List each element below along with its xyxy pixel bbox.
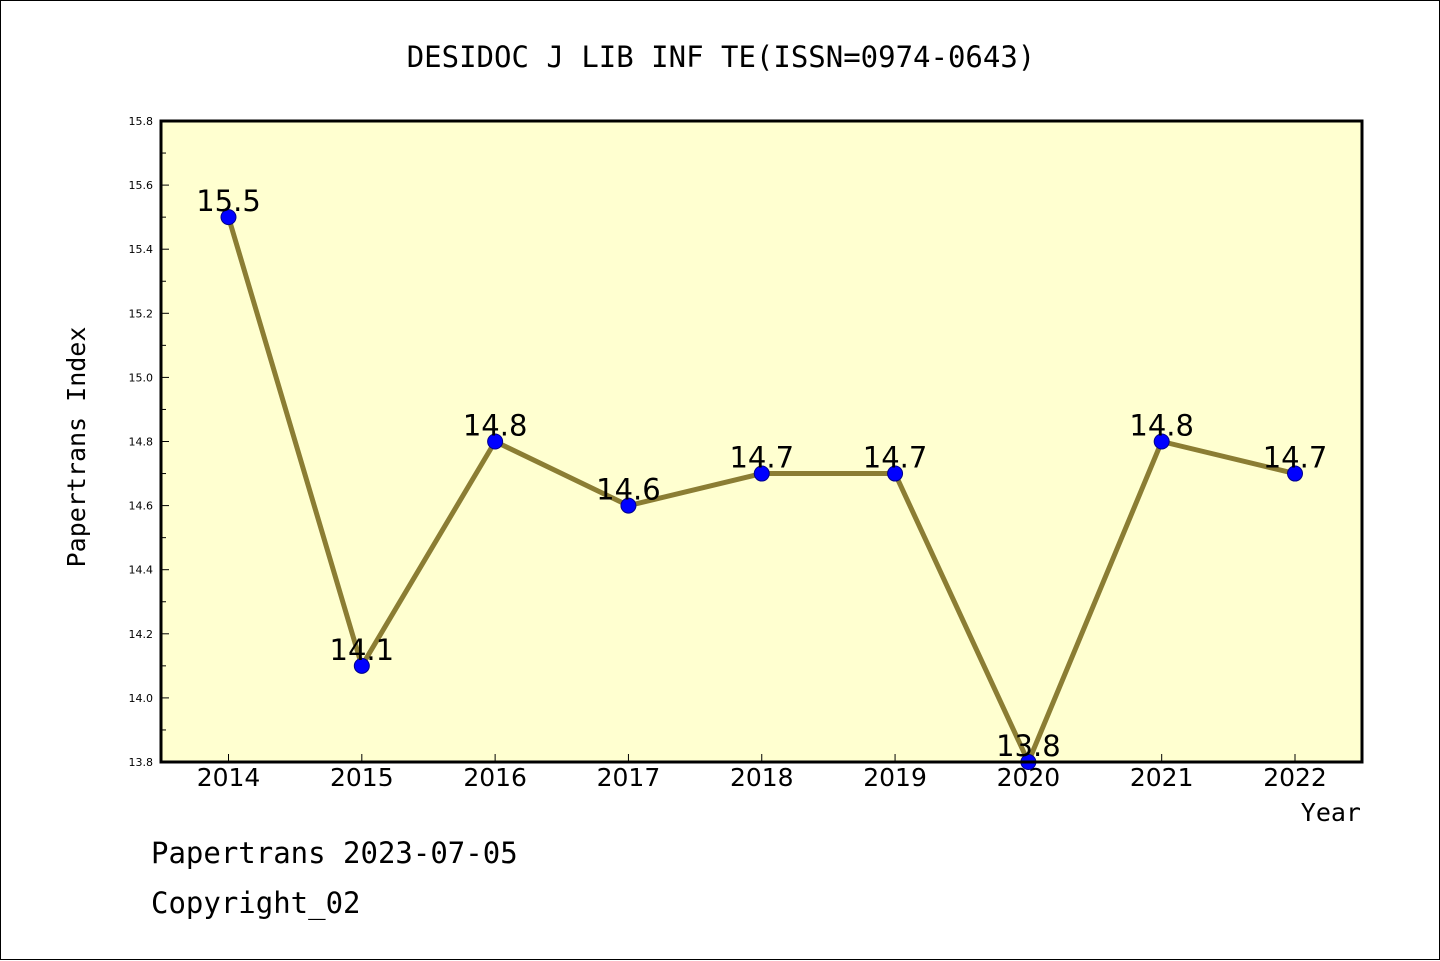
data-label: 14.1 [330,633,395,667]
y-tick-label: 14.4 [129,564,154,577]
x-tick-label: 2019 [863,763,927,792]
data-label: 14.7 [729,441,794,475]
y-tick-label: 13.8 [129,756,154,769]
series-line-segment [1025,439,1165,765]
data-point [220,209,237,226]
data-label: 14.6 [596,473,661,507]
data-label: 14.7 [1263,441,1328,475]
y-tick-label: 15.6 [129,179,154,192]
data-label: 13.8 [996,729,1061,763]
x-tick-label: 2022 [1263,763,1327,792]
series-line-segment [492,439,631,509]
data-label: 14.8 [463,409,528,443]
x-tick-label: 2021 [1130,763,1194,792]
data-point [1153,433,1170,450]
series-line-segment [1159,439,1298,477]
y-axis-ticks: 13.8 14.0 14.2 14.4 14.6 14.8 15.0 15.2 15.4 15.6… [129,115,169,769]
data-label: 15.5 [196,184,261,218]
series-line-segment [359,439,498,669]
x-tick-label: 2018 [730,763,794,792]
data-label: 14.7 [863,441,928,475]
chart-title: DESIDOC J LIB INF TE(ISSN=0974-0643) [407,40,1036,74]
data-point [620,497,637,514]
data-point [753,465,770,482]
data-label: 14.8 [1129,409,1194,443]
series-line-segment [892,471,1031,765]
y-tick-label: 14.2 [129,628,154,641]
x-axis-ticks: 2014 2015 2016 2017 2018 2019 2020 2021 2022 [197,754,1327,792]
y-tick-label: 15.4 [129,243,154,256]
series-line-segment [226,214,365,669]
x-tick-label: 2016 [463,763,527,792]
plot-border [159,119,1364,764]
series-line-group [226,214,1298,765]
y-tick-label: 15.0 [129,371,154,384]
data-point [1287,465,1303,482]
footer-copyright: Copyright_02 [151,886,361,920]
y-tick-label: 14.8 [129,436,154,449]
y-tick-label: 14.6 [129,500,154,513]
x-tick-label: 2014 [197,763,261,792]
data-point [487,433,504,450]
x-axis-label: Year [1301,798,1361,827]
y-tick-label: 15.8 [129,115,154,128]
y-tick-label: 15.2 [129,307,154,320]
data-point [353,657,370,674]
y-axis-label: Papertrans Index [62,327,91,568]
x-tick-label: 2015 [330,763,394,792]
data-labels: 15.5 14.1 14.8 14.6 14.7 14.7 13.8 14.8 14.7 [196,184,1327,763]
data-point [887,465,904,482]
footer-date: Papertrans 2023-07-05 [151,836,518,870]
y-tick-label: 14.0 [129,692,154,705]
x-tick-label: 2017 [597,763,661,792]
series-line-segment [625,471,765,509]
